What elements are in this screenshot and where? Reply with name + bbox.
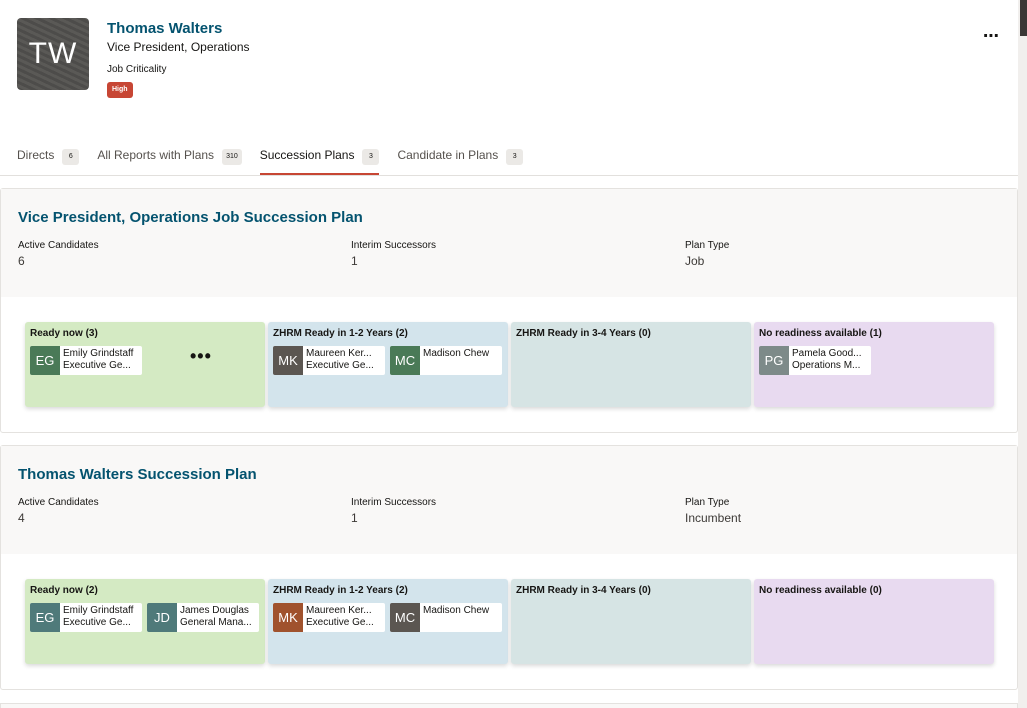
- avatar: EG: [30, 603, 60, 632]
- candidate-role: General Mana...: [180, 617, 252, 628]
- lane-title: Ready now (2): [30, 585, 98, 596]
- person-name[interactable]: Thomas Walters: [107, 20, 223, 37]
- next-plan-card-edge: [0, 703, 1018, 708]
- lane-title: ZHRM Ready in 1-2 Years (2): [273, 328, 408, 339]
- lane-title: No readiness available (1): [759, 328, 882, 339]
- readiness-lanes: Ready now (3) EG Emily Grindstaff Executi…: [25, 322, 994, 407]
- lane-ready-now: Ready now (3) EG Emily Grindstaff Executi…: [25, 322, 265, 407]
- candidate-name: Madison Chew: [423, 348, 490, 359]
- avatar: EG: [30, 346, 60, 375]
- plan-title[interactable]: Thomas Walters Succession Plan: [18, 466, 257, 483]
- candidate-name: James Douglas: [180, 605, 249, 616]
- succession-plan-card: Thomas Walters Succession Plan Active Ca…: [0, 445, 1018, 690]
- lane-ready-3-4-years: ZHRM Ready in 3-4 Years (0): [511, 322, 751, 407]
- meta-value: Incumbent: [685, 511, 742, 525]
- candidate-name: Maureen Ker...: [306, 605, 372, 616]
- meta-label: Active Candidates: [18, 240, 99, 251]
- lane-title: ZHRM Ready in 1-2 Years (2): [273, 585, 408, 596]
- tab-count-badge: 6: [62, 149, 80, 165]
- tab-count-badge: 3: [362, 149, 380, 165]
- tab-directs[interactable]: Directs 6: [17, 140, 80, 176]
- more-candidates-icon[interactable]: •••: [190, 346, 212, 366]
- lane-ready-1-2-years: ZHRM Ready in 1-2 Years (2) MK Maureen K…: [268, 579, 508, 664]
- candidate-role: Executive Ge...: [63, 360, 131, 371]
- candidate-card[interactable]: MC Madison Chew: [390, 346, 502, 375]
- meta-value: 1: [351, 511, 358, 525]
- active-candidates: Active Candidates 4: [18, 497, 99, 525]
- lane-ready-now: Ready now (2) EG Emily Grindstaff Executi…: [25, 579, 265, 664]
- person-header: TW Thomas Walters Vice President, Operat…: [0, 0, 1018, 176]
- tab-label: All Reports with Plans: [97, 148, 215, 162]
- candidate-card[interactable]: MC Madison Chew: [390, 603, 502, 632]
- tab-label: Succession Plans: [259, 148, 355, 162]
- interim-successors: Interim Successors 1: [351, 497, 436, 525]
- plan-type: Plan Type Incumbent: [685, 497, 741, 525]
- lane-no-readiness: No readiness available (1) PG Pamela Goo…: [754, 322, 994, 407]
- scrollbar-thumb[interactable]: [1020, 0, 1027, 36]
- candidate-card[interactable]: MK Maureen Ker... Executive Ge...: [273, 603, 385, 632]
- meta-label: Plan Type: [685, 240, 730, 251]
- avatar: TW: [17, 18, 89, 90]
- tab-label: Candidate in Plans: [397, 148, 499, 162]
- plan-type: Plan Type Job: [685, 240, 729, 268]
- candidate-role: Operations M...: [792, 360, 861, 371]
- candidate-name: Emily Grindstaff: [63, 348, 134, 359]
- tab-count-badge: 310: [222, 149, 242, 165]
- person-title: Vice President, Operations: [107, 40, 250, 54]
- candidate-card[interactable]: MK Maureen Ker... Executive Ge...: [273, 346, 385, 375]
- candidate-role: Executive Ge...: [63, 617, 131, 628]
- readiness-lanes: Ready now (2) EG Emily Grindstaff Executi…: [25, 579, 994, 664]
- candidate-name: Maureen Ker...: [306, 348, 372, 359]
- active-candidates: Active Candidates 6: [18, 240, 99, 268]
- lane-title: Ready now (3): [30, 328, 98, 339]
- avatar: MK: [273, 603, 303, 632]
- meta-value: 4: [18, 511, 25, 525]
- meta-label: Active Candidates: [18, 497, 99, 508]
- more-actions-icon[interactable]: ⋯: [983, 28, 1000, 45]
- plan-summary: [1, 189, 1017, 297]
- lane-title: No readiness available (0): [759, 585, 882, 596]
- plan-summary: [1, 446, 1017, 554]
- candidate-card[interactable]: EG Emily Grindstaff Executive Ge...: [30, 346, 142, 375]
- avatar: JD: [147, 603, 177, 632]
- candidate-role: Executive Ge...: [306, 617, 374, 628]
- tab-label: Directs: [17, 148, 55, 162]
- avatar: MK: [273, 346, 303, 375]
- lane-title: ZHRM Ready in 3-4 Years (0): [516, 328, 651, 339]
- candidate-name: Madison Chew: [423, 605, 490, 616]
- tab-succession-plans[interactable]: Succession Plans 3: [259, 140, 380, 176]
- meta-value: 1: [351, 254, 358, 268]
- succession-plan-card: Vice President, Operations Job Successio…: [0, 188, 1018, 433]
- lane-title: ZHRM Ready in 3-4 Years (0): [516, 585, 651, 596]
- tab-count-badge: 3: [506, 149, 524, 165]
- avatar: MC: [390, 603, 420, 632]
- candidate-card[interactable]: PG Pamela Good... Operations M...: [759, 346, 871, 375]
- plan-title[interactable]: Vice President, Operations Job Successio…: [18, 209, 363, 226]
- candidate-card[interactable]: EG Emily Grindstaff Executive Ge...: [30, 603, 142, 632]
- meta-label: Interim Successors: [351, 497, 437, 508]
- tab-candidate-in-plans[interactable]: Candidate in Plans 3: [397, 140, 524, 176]
- scrollbar[interactable]: [1018, 0, 1027, 708]
- meta-value: Job: [685, 254, 705, 268]
- meta-label: Interim Successors: [351, 240, 437, 251]
- candidate-name: Pamela Good...: [792, 348, 862, 359]
- candidate-role: Executive Ge...: [306, 360, 374, 371]
- criticality-label: Job Criticality: [107, 64, 167, 75]
- criticality-badge: High: [107, 82, 133, 98]
- tab-bar: Directs 6 All Reports with Plans 310 Suc…: [17, 140, 541, 176]
- avatar: MC: [390, 346, 420, 375]
- lane-ready-3-4-years: ZHRM Ready in 3-4 Years (0): [511, 579, 751, 664]
- lane-no-readiness: No readiness available (0): [754, 579, 994, 664]
- meta-value: 6: [18, 254, 25, 268]
- lane-ready-1-2-years: ZHRM Ready in 1-2 Years (2) MK Maureen K…: [268, 322, 508, 407]
- candidate-card[interactable]: JD James Douglas General Mana...: [147, 603, 259, 632]
- interim-successors: Interim Successors 1: [351, 240, 436, 268]
- tab-all-reports-with-plans[interactable]: All Reports with Plans 310: [97, 140, 242, 176]
- avatar: PG: [759, 346, 789, 375]
- meta-label: Plan Type: [685, 497, 730, 508]
- candidate-name: Emily Grindstaff: [63, 605, 134, 616]
